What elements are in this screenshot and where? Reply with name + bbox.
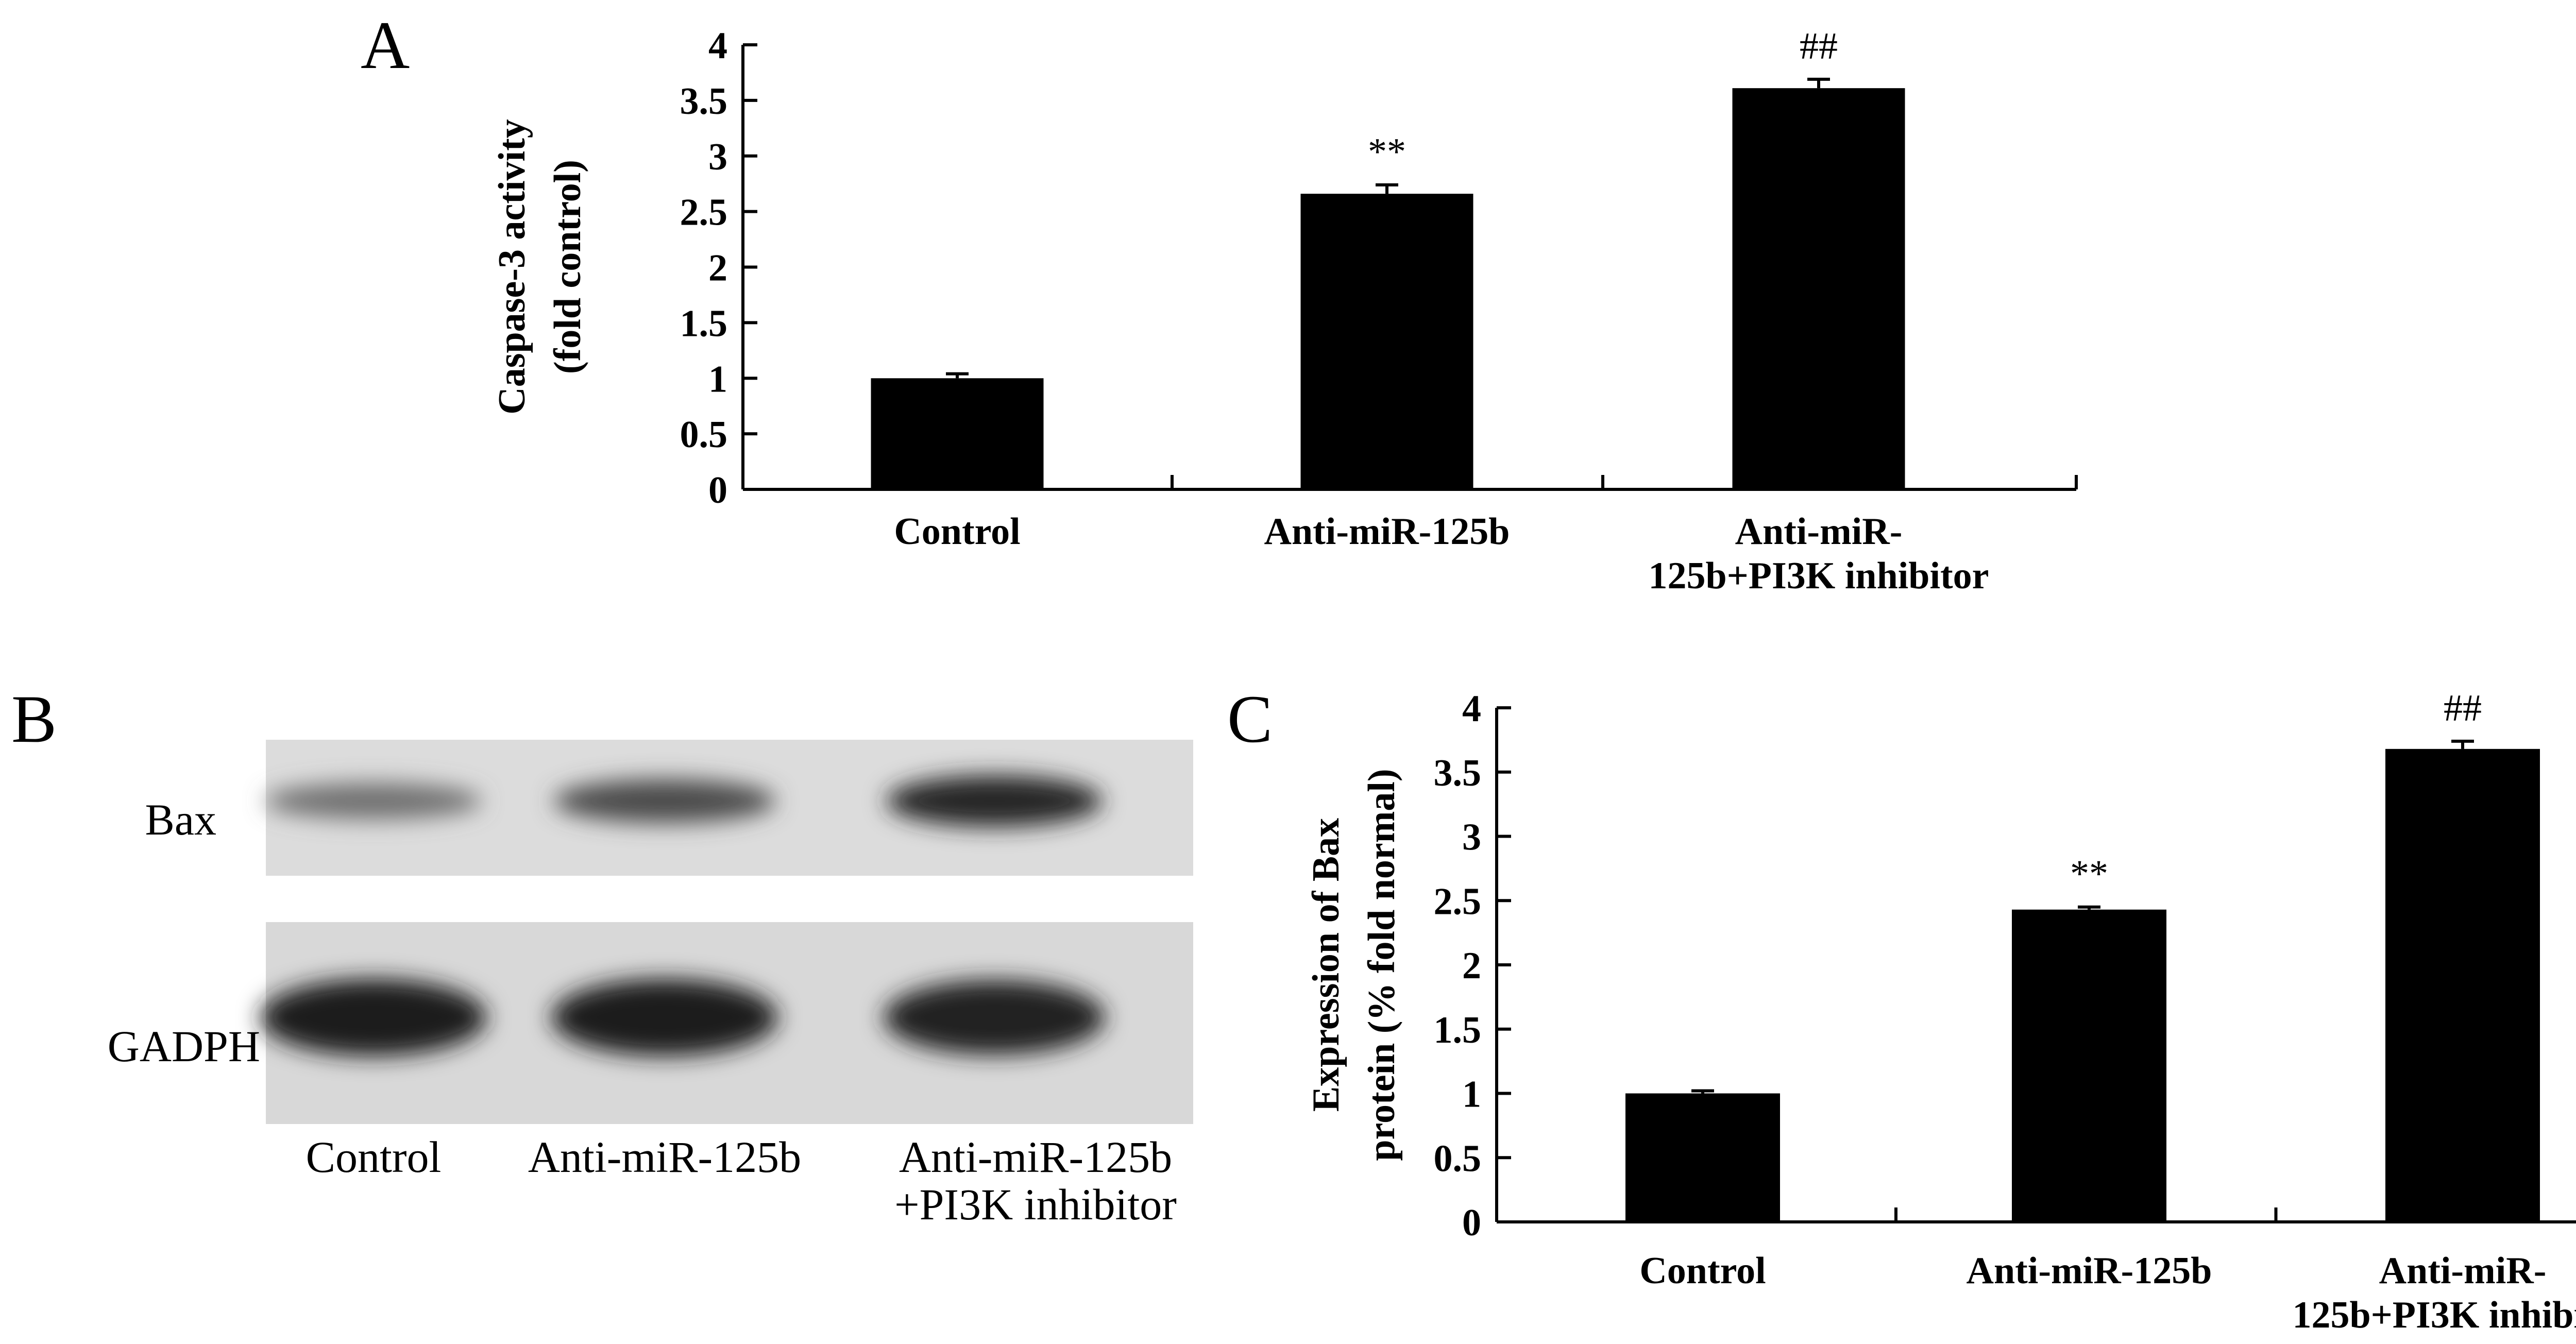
- chart-c-y-tick-label: 1: [1462, 1074, 1481, 1116]
- chart-c-category-label: Anti-miR-125b: [1967, 1250, 2212, 1292]
- chart-a-bar: [1732, 88, 1905, 489]
- chart-c-category-label: Anti-miR-: [2379, 1250, 2547, 1292]
- chart-a-y-tick-label: 4: [708, 25, 727, 67]
- chart-c-y-tick-label: 2: [1462, 945, 1481, 987]
- blot-lane-label: Anti-miR-125b: [528, 1132, 801, 1182]
- blot-band-gadph: [884, 980, 1105, 1055]
- chart-c-significance-mark: ##: [2444, 687, 2482, 729]
- chart-c-category-label: 125b+PI3K inhibitor: [2292, 1294, 2576, 1336]
- blot-lane-label: +PI3K inhibitor: [894, 1180, 1177, 1229]
- blot-lane-label: Anti-miR-125b: [899, 1132, 1172, 1182]
- chart-c-y-axis-label: protein (% fold normal): [1361, 769, 1403, 1161]
- chart-c-y-axis-label: Expression of Bax: [1305, 818, 1347, 1112]
- chart-c-bax-expression: 0 0.5 1 1.5 2 2.5 3 3.5 4 Expression of Bax protei…: [1305, 687, 2576, 1336]
- chart-a-y-tick-label: 0.5: [680, 414, 728, 456]
- chart-c-y-tick-label: 1.5: [1434, 1009, 1482, 1051]
- blot-band-bax: [886, 775, 1103, 827]
- chart-a-category-label: Anti-miR-125b: [1264, 511, 1510, 553]
- blot-band-bax: [265, 783, 482, 819]
- chart-c-y-tick-label: 0.5: [1434, 1137, 1482, 1180]
- chart-a-significance-mark: **: [1368, 131, 1406, 173]
- panel-letter-c: C: [1227, 681, 1273, 757]
- chart-a-caspase3: 0 0.5 1 1.5 2 2.5 3 3.5 4 Caspase-3 activity (fold…: [491, 25, 2078, 597]
- chart-a-y-axis-label: (fold control): [547, 160, 589, 374]
- chart-c-significance-mark: **: [2070, 853, 2108, 895]
- chart-a-category-label: Control: [894, 511, 1020, 553]
- panel-letter-b: B: [11, 681, 57, 757]
- panel-letter-a: A: [361, 7, 410, 83]
- chart-a-y-tick-label: 2.5: [680, 192, 728, 234]
- chart-c-bar: [2385, 748, 2540, 1222]
- chart-a-y-axis-label: Caspase-3 activity: [491, 119, 533, 414]
- chart-a-bar: [1300, 194, 1473, 490]
- chart-c-y-tick-label: 3: [1462, 816, 1481, 859]
- western-blot-panel: Bax GADPH Control Anti-miR-125b Anti-miR-1…: [108, 740, 1193, 1229]
- blot-lane-label: Control: [306, 1132, 442, 1182]
- chart-c-y-tick-label: 4: [1462, 688, 1481, 730]
- blot-band-bax: [554, 779, 775, 823]
- chart-a-bar: [871, 378, 1044, 489]
- chart-a-y-tick-label: 1: [708, 358, 727, 400]
- chart-a-significance-mark: ##: [1800, 25, 1838, 67]
- blot-band-gadph: [551, 979, 778, 1056]
- chart-a-category-label: 125b+PI3K inhibitor: [1648, 555, 1989, 597]
- chart-a-y-tick-label: 0: [708, 469, 727, 512]
- blot-row-label-bax: Bax: [145, 795, 216, 844]
- chart-c-y-tick-label: 2.5: [1434, 880, 1482, 923]
- blot-band-gadph: [260, 979, 487, 1056]
- chart-c-bar: [2012, 909, 2166, 1222]
- blot-row-label-gadph: GADPH: [108, 1022, 260, 1071]
- chart-a-y-tick-label: 3.5: [680, 80, 728, 123]
- chart-c-y-tick-label: 0: [1462, 1202, 1481, 1244]
- chart-a-category-label: Anti-miR-: [1735, 511, 1903, 553]
- chart-a-y-tick-label: 2: [708, 247, 727, 290]
- chart-a-y-tick-label: 3: [708, 136, 727, 178]
- chart-c-category-label: Control: [1639, 1250, 1766, 1292]
- chart-a-y-tick-label: 1.5: [680, 302, 728, 345]
- chart-c-y-tick-label: 3.5: [1434, 752, 1482, 794]
- chart-c-bar: [1625, 1093, 1780, 1222]
